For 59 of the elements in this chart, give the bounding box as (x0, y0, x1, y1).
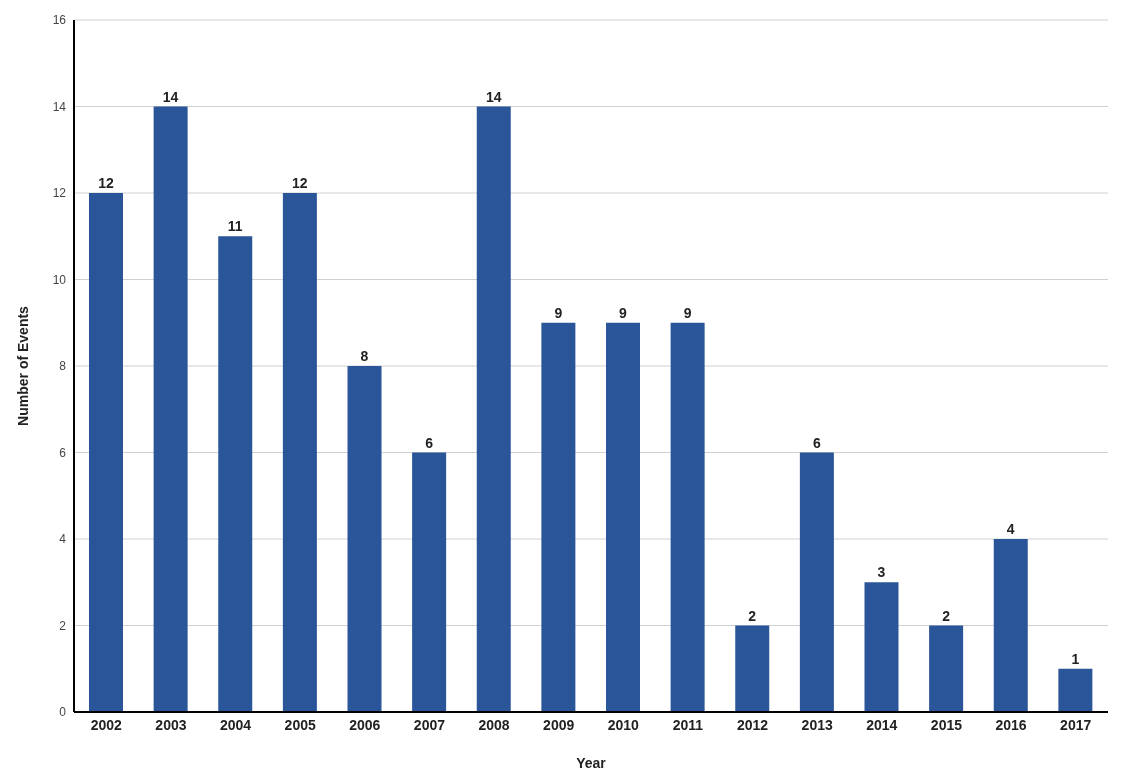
data-label: 9 (554, 304, 563, 321)
data-label: 1 (1071, 650, 1080, 667)
x-tick-label: 2013 (801, 716, 833, 733)
data-label: 12 (98, 175, 114, 191)
y-tick-label: 4 (59, 532, 67, 547)
y-tick-label: 0 (59, 705, 67, 720)
x-tick-label: 2017 (1060, 716, 1092, 733)
data-label: 2 (748, 607, 757, 624)
bar (153, 106, 188, 712)
bar (735, 625, 770, 712)
bar (799, 452, 834, 712)
bar (541, 322, 576, 712)
bar (89, 193, 123, 712)
x-tick-label: 2004 (219, 716, 252, 733)
y-tick-label: 2 (59, 618, 67, 633)
data-label: 3 (877, 564, 886, 581)
data-label: 14 (162, 88, 179, 105)
x-tick-label: 2015 (930, 716, 963, 733)
bar (1058, 668, 1093, 712)
bar (282, 193, 317, 712)
x-axis-title: Year (576, 755, 607, 771)
x-tick-label: 2008 (478, 716, 510, 733)
y-tick-label: 14 (52, 99, 67, 114)
x-tick-label: 2014 (866, 716, 898, 733)
bar (670, 322, 705, 712)
data-label: 11 (227, 218, 243, 235)
bar (864, 582, 899, 712)
x-tick-label: 2006 (349, 716, 381, 733)
x-tick-label: 2010 (607, 716, 640, 733)
bar (476, 106, 511, 712)
y-tick-label: 10 (52, 272, 67, 287)
data-label: 6 (425, 434, 434, 451)
data-label: 9 (619, 304, 628, 321)
y-tick-label: 6 (59, 445, 67, 460)
x-tick-label: 2009 (543, 716, 575, 733)
x-tick-label: 2003 (155, 716, 187, 733)
x-tick-label: 2007 (413, 716, 446, 733)
y-tick-label: 16 (52, 13, 67, 28)
data-label: 2 (942, 607, 951, 624)
bar (993, 539, 1028, 712)
bar (218, 236, 253, 712)
bar (606, 322, 640, 712)
data-label: 6 (812, 434, 821, 451)
data-label: 14 (485, 88, 502, 105)
y-axis-title: Number of Events (14, 305, 31, 426)
data-label: 12 (292, 175, 308, 191)
data-label: 9 (683, 304, 692, 321)
y-tick-label: 12 (52, 186, 67, 201)
y-tick-label: 8 (59, 359, 67, 374)
x-tick-label: 2005 (284, 716, 316, 733)
bar (412, 452, 447, 712)
x-tick-label: 2012 (736, 716, 769, 733)
x-tick-label: 2002 (90, 716, 123, 733)
data-label: 8 (360, 348, 369, 364)
bar (347, 366, 382, 712)
data-label: 4 (1006, 521, 1015, 537)
bar (929, 625, 964, 712)
x-tick-label: 2016 (995, 716, 1027, 733)
x-tick-label: 2011 (672, 716, 704, 733)
